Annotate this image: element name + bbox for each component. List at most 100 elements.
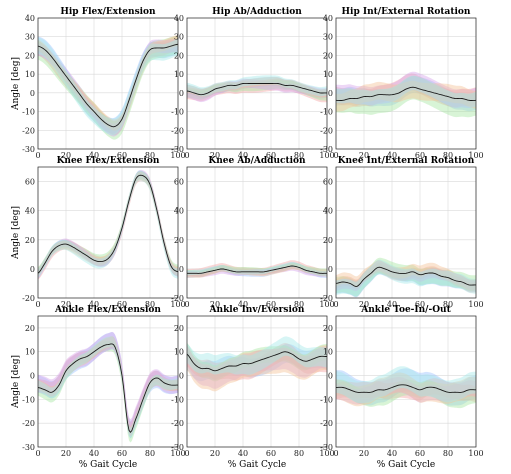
x-tick-label: 40 [387, 449, 397, 458]
variability-band [336, 80, 476, 112]
y-tick-label: -20 [171, 126, 184, 135]
variability-band [187, 75, 327, 97]
x-tick-label: 0 [333, 151, 338, 160]
y-tick-label: 10 [174, 348, 184, 357]
y-tick-label: 20 [25, 51, 35, 60]
y-tick-label: 20 [25, 236, 35, 245]
y-tick-label: 10 [174, 70, 184, 79]
axes-frame [37, 166, 179, 299]
x-tick-label: 20 [61, 449, 71, 458]
variability-band [336, 378, 476, 403]
y-tick-label: -20 [171, 419, 184, 428]
variability-band [336, 377, 476, 405]
y-tick-label: -20 [22, 419, 35, 428]
x-tick-label: 0 [333, 300, 338, 309]
variability-band [187, 342, 327, 382]
variability-band [187, 78, 327, 103]
y-tick-label: -20 [320, 294, 333, 303]
y-tick-label: 0 [30, 265, 35, 274]
x-tick-label: 0 [184, 449, 189, 458]
y-tick-label: 20 [174, 51, 184, 60]
x-axis-label: % Gait Cycle [377, 460, 436, 470]
x-tick-label: 80 [145, 300, 155, 309]
x-axis-label: % Gait Cycle [228, 460, 287, 470]
y-tick-label: -10 [22, 395, 35, 404]
variability-band [38, 37, 178, 136]
subplot-title: Hip Ab/Adduction [212, 7, 302, 17]
y-tick-label: 40 [25, 14, 35, 23]
variability-band [187, 79, 327, 101]
variability-band [336, 379, 476, 409]
y-tick-label: 0 [179, 89, 184, 98]
axes-frame [335, 17, 477, 150]
y-tick-label: 40 [323, 207, 333, 216]
y-tick-label: -20 [22, 126, 35, 135]
x-tick-label: 100 [170, 300, 185, 309]
subplot-9: Ankle Toe-In/-Out -30 -20 -10 0 10 20 0 20 40 60 80… [320, 305, 484, 470]
y-axis-label: Angle [deg] [11, 206, 21, 260]
y-tick-label: 60 [25, 178, 35, 187]
x-tick-label: 100 [319, 151, 334, 160]
y-tick-label: -10 [22, 108, 35, 117]
y-tick-label: 0 [30, 372, 35, 381]
x-tick-label: 60 [117, 300, 127, 309]
x-tick-label: 40 [89, 151, 99, 160]
x-tick-label: 80 [294, 151, 304, 160]
y-tick-label: 0 [328, 372, 333, 381]
subplot-title: Knee Ab/Adduction [208, 156, 306, 166]
y-tick-label: 10 [323, 70, 333, 79]
variability-band [38, 171, 178, 277]
axes-frame [335, 166, 477, 299]
variability-band [336, 75, 476, 118]
y-tick-label: -20 [320, 126, 333, 135]
variability-band [336, 73, 476, 108]
subplot-title: Hip Int/External Rotation [342, 7, 471, 17]
subplot-title: Knee Int/External Rotation [338, 156, 475, 166]
variability-band [38, 332, 178, 439]
x-tick-label: 80 [443, 151, 453, 160]
subplot-3: Hip Int/External Rotation -30 -20 -10 0 10 20 3… [320, 7, 484, 160]
y-tick-label: 0 [30, 89, 35, 98]
y-tick-label: 10 [25, 70, 35, 79]
y-tick-label: 10 [323, 348, 333, 357]
x-tick-label: 100 [319, 449, 334, 458]
x-tick-label: 80 [145, 449, 155, 458]
x-tick-label: 60 [415, 151, 425, 160]
variability-band [187, 260, 327, 277]
subplot-1: Hip Flex/Extension -30 -20 -10 0 10 20 30 40 0 20 4… [11, 7, 186, 160]
x-tick-label: 60 [415, 449, 425, 458]
y-tick-label: 20 [174, 324, 184, 333]
y-axis-label: Angle [deg] [11, 57, 21, 111]
y-tick-label: 0 [328, 265, 333, 274]
y-tick-label: 40 [25, 207, 35, 216]
variability-band [38, 171, 178, 280]
x-tick-label: 20 [210, 300, 220, 309]
x-tick-label: 60 [117, 449, 127, 458]
x-tick-label: 100 [468, 449, 483, 458]
y-tick-label: -10 [320, 395, 333, 404]
x-tick-label: 80 [294, 300, 304, 309]
x-tick-label: 40 [238, 449, 248, 458]
x-tick-label: 20 [359, 151, 369, 160]
y-tick-label: 60 [323, 178, 333, 187]
x-tick-label: 20 [210, 151, 220, 160]
variability-band [187, 78, 327, 103]
y-tick-label: 20 [323, 236, 333, 245]
subplot-title: Ankle Flex/Extension [54, 305, 161, 315]
y-tick-label: -30 [171, 443, 184, 452]
x-tick-label: 0 [333, 449, 338, 458]
variability-band [187, 344, 327, 382]
x-tick-label: 100 [468, 151, 483, 160]
y-tick-label: -20 [171, 294, 184, 303]
x-tick-label: 60 [266, 300, 276, 309]
variability-band [38, 331, 178, 437]
axes-frame [186, 166, 328, 299]
y-tick-label: 0 [328, 89, 333, 98]
x-tick-label: 80 [145, 151, 155, 160]
x-tick-label: 0 [184, 151, 189, 160]
x-tick-label: 100 [170, 151, 185, 160]
axes-frame [335, 315, 477, 448]
